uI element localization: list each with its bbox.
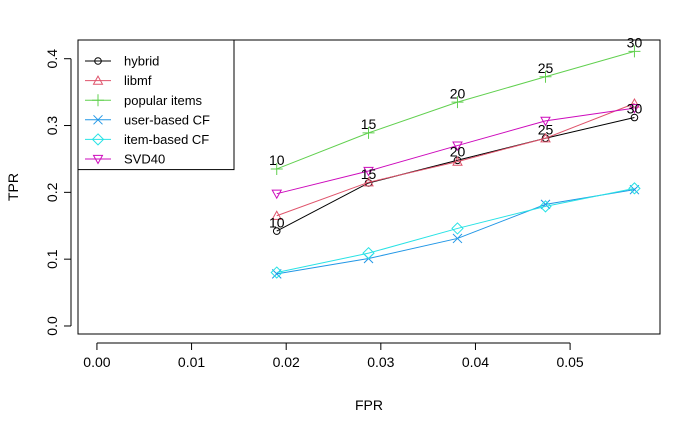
data-point: [629, 184, 640, 195]
series-layer: [270, 45, 641, 279]
legend-label: user-based CF: [124, 112, 210, 127]
point-label: 30: [627, 101, 643, 117]
legend-label: libmf: [124, 73, 152, 88]
legend-item: popular items: [85, 93, 203, 108]
legend-label: popular items: [124, 93, 203, 108]
x-tick-label: 0.02: [273, 354, 300, 370]
legend-item: SVD40: [85, 152, 165, 167]
plot-border: [77, 39, 661, 335]
series-libmf: [271, 97, 640, 220]
data-point: [628, 45, 641, 58]
legend-marker: [91, 133, 105, 146]
series-item-based-cf: [270, 182, 641, 279]
series-hybrid: [272, 113, 639, 235]
data-point: [271, 189, 283, 200]
point-label: 15: [361, 166, 377, 182]
x-tick-label: 0.01: [178, 354, 205, 370]
y-tick-label: 0.3: [44, 116, 60, 136]
data-point: [362, 246, 375, 260]
data-point: [628, 182, 641, 195]
point-label: 15: [361, 116, 377, 132]
data-point: [362, 126, 375, 139]
data-point: [629, 97, 640, 108]
x-tick-label: 0.04: [462, 354, 489, 370]
legend-marker: [92, 94, 104, 107]
legend-marker: [92, 154, 104, 165]
data-point: [452, 233, 463, 244]
legend: hybrid libmf popular items user-based CF ite…: [77, 39, 235, 171]
x-tick-label: 0.00: [83, 354, 110, 370]
y-tick-label: 0.1: [44, 249, 60, 269]
data-point: [271, 210, 283, 220]
point-label: 10: [269, 152, 285, 168]
legend-item: item-based CF: [85, 132, 209, 147]
point-label: 20: [450, 85, 466, 101]
point-label: 20: [450, 143, 466, 159]
y-axis-title: TPR: [5, 173, 21, 201]
data-point: [540, 132, 551, 143]
data-point: [271, 269, 282, 279]
x-tick-label: 0.03: [367, 354, 394, 370]
legend-marker: [94, 57, 102, 65]
data-point: [363, 166, 374, 177]
series-line: [276, 117, 635, 232]
x-axis-title: FPR: [355, 397, 383, 413]
series-line: [276, 187, 635, 274]
data-point: [540, 116, 551, 127]
data-point: [630, 113, 639, 122]
data-point: [451, 222, 464, 235]
data-point: [363, 176, 374, 187]
data-point: [270, 266, 283, 279]
point-label: 30: [627, 35, 643, 51]
x-axis: 0.00 0.01 0.02 0.03 0.04 0.05: [83, 342, 584, 370]
data-point: [452, 156, 463, 166]
legend-item: user-based CF: [85, 112, 210, 127]
series-popular-items: [270, 45, 641, 175]
legend-label: hybrid: [124, 54, 159, 69]
legend-label: SVD40: [124, 152, 165, 167]
series-line: [276, 107, 635, 195]
data-point: [539, 200, 552, 213]
y-tick-label: 0.0: [44, 316, 60, 336]
series-line: [276, 103, 635, 217]
legend-item: libmf: [85, 73, 152, 88]
legend-item: hybrid: [85, 54, 159, 69]
point-label: 25: [538, 121, 554, 137]
point-label: 25: [538, 60, 554, 76]
legend-box: [77, 39, 235, 171]
x-tick-label: 0.05: [556, 354, 583, 370]
legend-marker: [92, 75, 104, 85]
legend-marker: [93, 114, 103, 125]
plot-box: [77, 39, 661, 335]
data-point: [451, 96, 464, 109]
data-point: [270, 162, 283, 175]
series-svd40: [271, 104, 640, 200]
y-tick-label: 0.2: [44, 182, 60, 202]
point-label: 10: [269, 214, 285, 230]
legend-label: item-based CF: [124, 132, 209, 147]
data-point: [272, 227, 281, 235]
data-point: [452, 141, 463, 152]
y-tick-label: 0.4: [44, 49, 60, 69]
data-point: [539, 70, 552, 83]
data-point: [629, 104, 640, 114]
annotation-layer: 10 15 20 25 30 10 15 20 25 30: [269, 35, 643, 231]
y-axis: 0.0 0.1 0.2 0.3 0.4: [44, 49, 72, 336]
